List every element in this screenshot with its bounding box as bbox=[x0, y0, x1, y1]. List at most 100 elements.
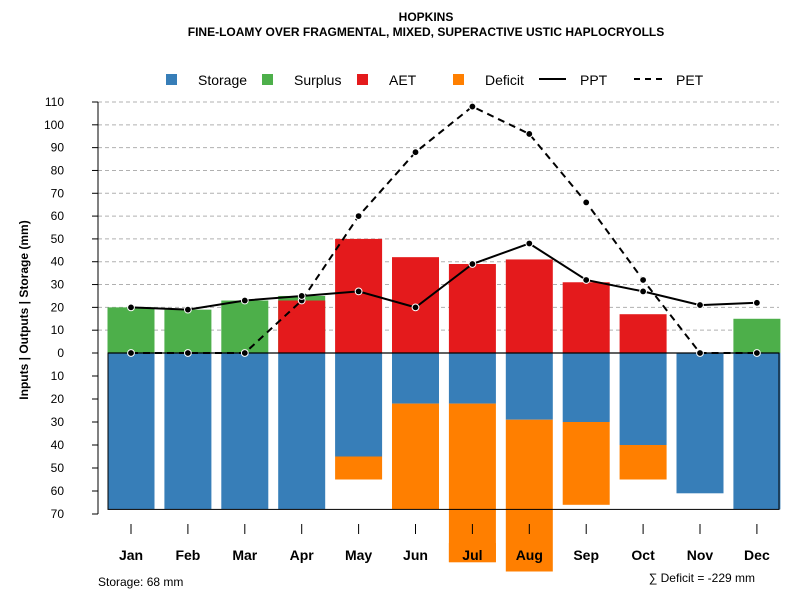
surplus-bar bbox=[221, 300, 269, 353]
legend-storage-swatch bbox=[166, 74, 177, 85]
ppt-point bbox=[468, 260, 477, 268]
bars bbox=[107, 238, 781, 572]
highlight-month-background bbox=[448, 543, 496, 562]
x-tick-label: Oct bbox=[631, 547, 655, 563]
legend-deficit-swatch bbox=[453, 74, 464, 85]
pet-point bbox=[696, 349, 704, 357]
x-tick-label: Jul bbox=[462, 547, 482, 563]
x-tick-label: Nov bbox=[687, 547, 714, 563]
legend-aet-swatch bbox=[357, 74, 368, 85]
aet-bar bbox=[448, 264, 496, 353]
y-tick-label: 20 bbox=[51, 392, 65, 406]
pet-point bbox=[753, 349, 761, 357]
pet-point bbox=[184, 349, 192, 357]
y-tick-label: 60 bbox=[51, 209, 65, 223]
storage-bar bbox=[392, 353, 439, 404]
chart-subtitle: FINE-LOAMY OVER FRAGMENTAL, MIXED, SUPER… bbox=[188, 25, 664, 39]
ppt-point bbox=[639, 287, 647, 296]
deficit-footer: ∑ Deficit = -229 mm bbox=[649, 571, 755, 585]
x-tick-label: Aug bbox=[516, 547, 543, 563]
storage-bar bbox=[676, 353, 724, 494]
pet-point bbox=[639, 276, 647, 284]
y-tick-label: 40 bbox=[51, 438, 65, 452]
y-axis: 0 10 20 30 40 50 60 70 80 90 100 110 10 20 30 40 50 60 70 bbox=[44, 95, 99, 521]
aet-bar bbox=[562, 282, 610, 353]
pet-point bbox=[468, 102, 477, 111]
legend-aet-label: AET bbox=[389, 72, 417, 88]
chart-title: HOPKINS bbox=[399, 10, 454, 24]
x-tick-label: May bbox=[345, 547, 372, 563]
deficit-bar bbox=[562, 422, 610, 505]
deficit-bar bbox=[392, 403, 439, 510]
storage-bar bbox=[619, 353, 667, 445]
x-tick-label: Sep bbox=[573, 547, 599, 563]
ppt-point bbox=[297, 292, 306, 300]
x-axis: Jan Feb Mar Apr May Jun Jul Aug Sep Oct Nov Dec bbox=[119, 524, 770, 563]
deficit-bar bbox=[335, 456, 383, 480]
ppt-point bbox=[354, 287, 363, 296]
storage-bar bbox=[107, 353, 155, 510]
x-tick-label: Apr bbox=[290, 547, 315, 563]
surplus-bar bbox=[733, 318, 781, 353]
pet-point bbox=[411, 148, 420, 157]
ppt-point bbox=[753, 298, 761, 307]
y-tick-label: 80 bbox=[51, 163, 65, 177]
x-tick-label: Jan bbox=[119, 547, 143, 563]
y-tick-label: 10 bbox=[51, 323, 65, 337]
legend: Storage Surplus AET Deficit PPT PET bbox=[166, 72, 704, 88]
y-tick-label: 0 bbox=[57, 346, 64, 360]
legend-storage-label: Storage bbox=[198, 72, 247, 88]
ppt-point bbox=[127, 303, 135, 312]
y-tick-label: 50 bbox=[51, 461, 65, 475]
ppt-point bbox=[411, 303, 420, 312]
y-tick-label: 100 bbox=[44, 118, 64, 132]
ppt-point bbox=[184, 305, 192, 314]
surplus-bar bbox=[107, 307, 155, 353]
deficit-bar bbox=[505, 419, 553, 572]
pet-point bbox=[240, 349, 249, 357]
ppt-point bbox=[582, 276, 591, 284]
y-tick-label: 50 bbox=[51, 232, 65, 246]
y-tick-label: 70 bbox=[51, 186, 65, 200]
y-tick-label: 110 bbox=[45, 95, 64, 109]
pet-point bbox=[525, 130, 534, 138]
y-tick-label: 10 bbox=[51, 369, 65, 383]
storage-bar bbox=[221, 353, 269, 510]
deficit-bar bbox=[448, 403, 496, 563]
x-tick-label: Feb bbox=[175, 547, 200, 563]
pet-point bbox=[354, 212, 363, 220]
storage-bar bbox=[278, 353, 326, 510]
ppt-point bbox=[525, 239, 534, 248]
y-axis-label: Inputs | Outputs | Storage (mm) bbox=[17, 220, 31, 399]
storage-bar bbox=[335, 353, 383, 457]
y-tick-label: 90 bbox=[51, 141, 65, 155]
storage-footer: Storage: 68 mm bbox=[98, 575, 183, 589]
legend-deficit-label: Deficit bbox=[485, 72, 524, 88]
legend-pet-label: PET bbox=[676, 72, 704, 88]
storage-bar bbox=[505, 353, 553, 420]
x-tick-label: Dec bbox=[744, 547, 770, 563]
storage-bar bbox=[448, 353, 496, 404]
y-tick-label: 70 bbox=[51, 507, 65, 521]
aet-bar bbox=[505, 259, 553, 353]
ppt-point bbox=[240, 296, 249, 305]
aet-bar bbox=[278, 300, 326, 353]
surplus-bar bbox=[164, 309, 212, 353]
deficit-bar bbox=[619, 445, 667, 480]
legend-surplus-label: Surplus bbox=[294, 72, 341, 88]
pet-point bbox=[127, 349, 135, 357]
x-tick-label: Jun bbox=[403, 547, 428, 563]
y-tick-label: 20 bbox=[51, 300, 65, 314]
pet-point bbox=[582, 198, 591, 207]
aet-bar bbox=[619, 314, 667, 353]
y-tick-label: 40 bbox=[51, 255, 65, 269]
y-tick-label: 30 bbox=[51, 415, 65, 429]
legend-surplus-swatch bbox=[262, 74, 273, 85]
series-lines bbox=[127, 102, 761, 357]
y-tick-label: 30 bbox=[51, 278, 65, 292]
storage-bar bbox=[562, 353, 610, 422]
storage-bar bbox=[733, 353, 781, 510]
ppt-line bbox=[130, 242, 757, 311]
x-tick-label: Mar bbox=[232, 547, 257, 563]
